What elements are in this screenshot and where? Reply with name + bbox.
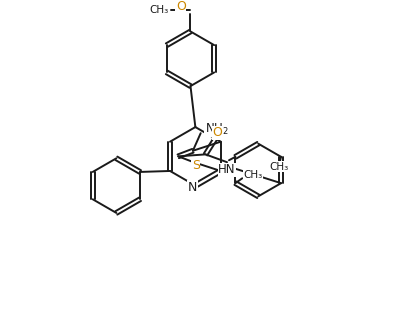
Text: CH₃: CH₃ xyxy=(243,170,262,181)
Text: O: O xyxy=(176,0,186,13)
Text: N: N xyxy=(188,181,197,194)
Text: CH₃: CH₃ xyxy=(270,162,289,172)
Text: CH₃: CH₃ xyxy=(150,5,169,15)
Text: CH₃: CH₃ xyxy=(243,172,262,182)
Text: NH$_2$: NH$_2$ xyxy=(205,122,228,137)
Text: HN: HN xyxy=(218,163,236,177)
Text: S: S xyxy=(192,159,200,172)
Text: O: O xyxy=(213,126,222,139)
